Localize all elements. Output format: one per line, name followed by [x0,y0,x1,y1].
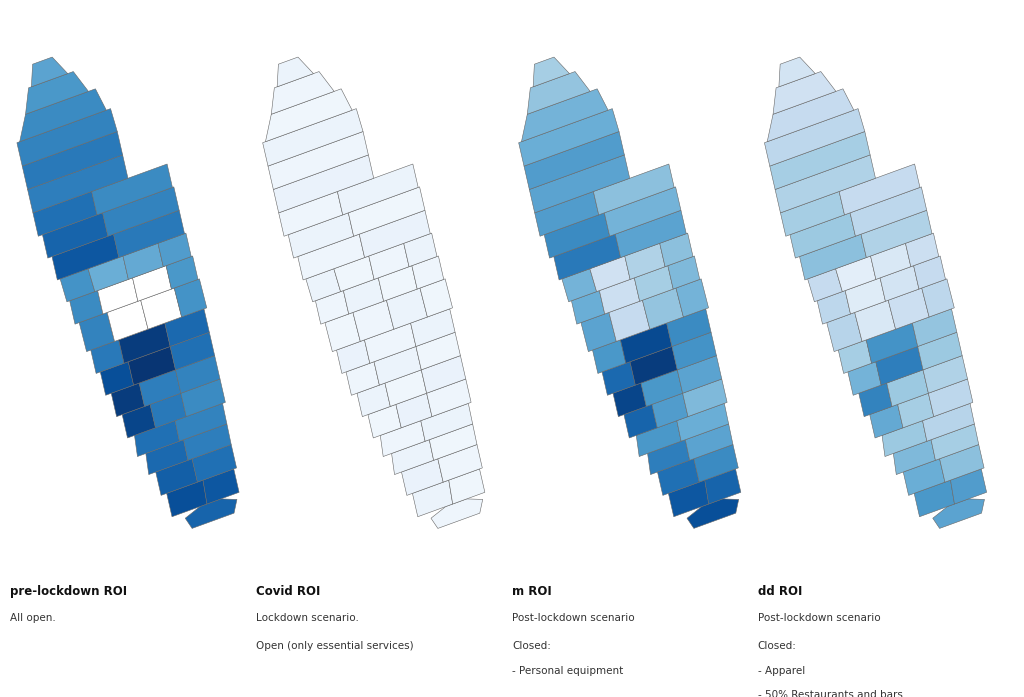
Text: Covid ROI: Covid ROI [256,585,321,599]
Text: pre-lockdown ROI: pre-lockdown ROI [10,585,127,599]
Text: Lockdown scenario.: Lockdown scenario. [256,613,358,623]
Text: Post-lockdown scenario: Post-lockdown scenario [512,613,635,623]
Text: Open (only essential services): Open (only essential services) [256,641,414,651]
Text: - Apparel: - Apparel [758,666,805,675]
Text: Post-lockdown scenario: Post-lockdown scenario [758,613,881,623]
Text: dd ROI: dd ROI [758,585,802,599]
Text: All open.: All open. [10,613,56,623]
Text: - 50% Restaurants and bars: - 50% Restaurants and bars [758,690,902,697]
Text: Closed:: Closed: [758,641,797,651]
Text: - Personal equipment: - Personal equipment [512,666,624,675]
Text: Closed:: Closed: [512,641,551,651]
Text: m ROI: m ROI [512,585,552,599]
